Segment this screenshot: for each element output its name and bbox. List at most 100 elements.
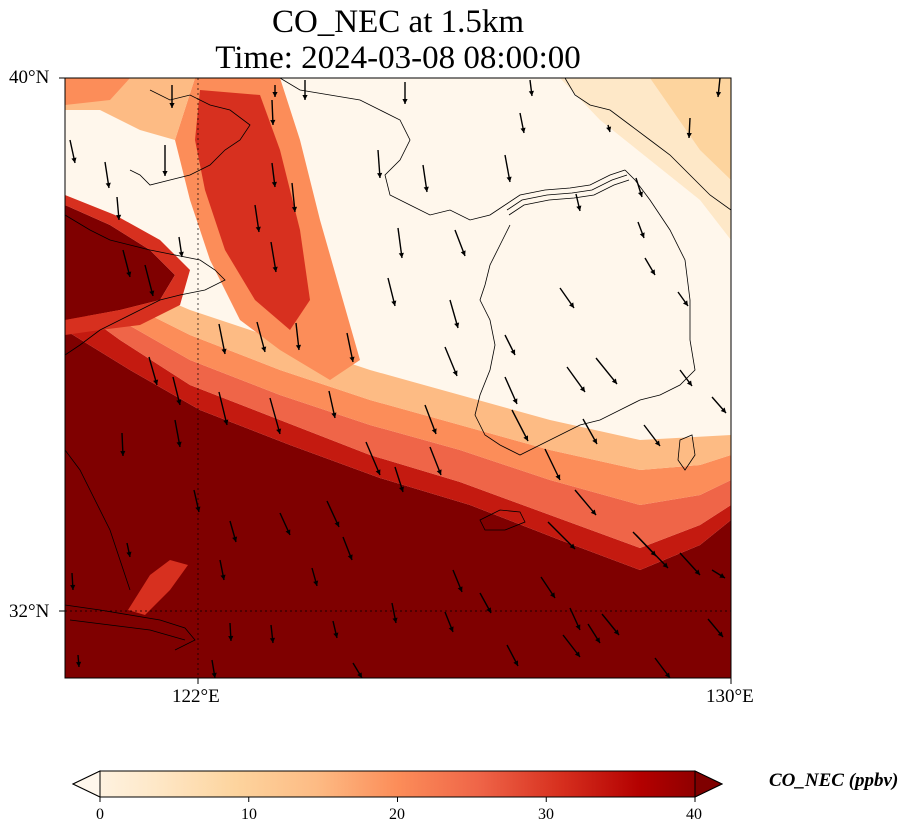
wind-arrow — [677, 291, 689, 307]
wind-arrow — [162, 145, 168, 176]
wind-arrow — [291, 182, 298, 213]
wind-arrow — [582, 418, 598, 445]
wind-arrow — [575, 193, 582, 212]
wind-arrow — [178, 236, 184, 258]
colorbar-tick-20: 20 — [389, 806, 405, 823]
wind-arrow — [454, 229, 466, 257]
wind-arrow — [219, 559, 226, 581]
wind-arrow — [269, 397, 282, 435]
wind-arrow — [394, 466, 404, 493]
wind-arrow — [311, 567, 319, 587]
wind-arrow — [256, 321, 267, 353]
wind-arrow — [115, 196, 122, 221]
wind-arrow — [569, 607, 581, 631]
wind-arrow — [686, 117, 692, 139]
wind-arrow — [587, 623, 601, 644]
wind-arrow — [211, 659, 217, 678]
wind-arrow — [679, 552, 701, 576]
wind-arrow — [422, 164, 429, 193]
wind-arrow — [635, 534, 657, 557]
wind-arrow — [679, 369, 693, 387]
wind-arrow — [711, 569, 726, 579]
wind-arrow — [346, 332, 355, 363]
wind-arrow — [75, 654, 82, 668]
coastlines — [65, 78, 731, 651]
wind-arrow — [218, 323, 227, 355]
colorbar-tick-10: 10 — [241, 806, 257, 823]
wind-arrow — [332, 620, 339, 639]
colorbar-tick-0: 0 — [96, 806, 104, 823]
wind-arrow — [174, 419, 182, 448]
wind-arrow — [377, 149, 383, 179]
wind-arrow — [528, 79, 534, 97]
colorbar-tick-40: 40 — [686, 806, 702, 823]
wind-arrow — [295, 322, 302, 351]
wind-arrow — [326, 500, 340, 528]
wind-arrow — [144, 264, 155, 297]
wind-arrow — [449, 299, 460, 329]
wind-arrow — [148, 356, 159, 386]
wind-arrow — [352, 662, 363, 678]
wind-arrow — [562, 634, 581, 658]
wind-arrow — [279, 512, 291, 536]
wind-arrow — [452, 569, 463, 593]
colorbar-tick-30: 30 — [538, 806, 554, 823]
wind-arrow — [654, 657, 671, 678]
wind-arrow — [547, 521, 576, 550]
wind-arrow — [402, 82, 408, 104]
wind-arrow — [104, 161, 111, 189]
wind-arrow — [302, 80, 308, 100]
wind-arrow — [444, 346, 458, 377]
wind-arrow — [218, 391, 229, 426]
wind-arrow — [644, 257, 656, 276]
lat-tick-40: 40°N — [9, 67, 50, 88]
wind-arrow — [328, 390, 337, 419]
wind-arrow — [229, 520, 238, 543]
lat-tick-32: 32°N — [9, 601, 50, 622]
wind-arrow — [126, 542, 132, 558]
wind-arrow — [711, 396, 727, 414]
map-subtitle: Time: 2024-03-08 08:00:00 — [215, 40, 581, 76]
map-frame — [64, 77, 732, 679]
wind-arrow — [272, 85, 278, 97]
wind-arrow — [444, 611, 454, 633]
wind-arrow — [228, 622, 234, 642]
wind-arrow — [269, 624, 276, 644]
wind-arrow — [544, 448, 561, 481]
wind-arrow — [365, 441, 381, 476]
wind-arrow — [69, 139, 77, 164]
wind-arrow — [559, 287, 575, 309]
wind-arrow — [574, 489, 597, 516]
wind-arrow — [193, 489, 201, 513]
co-concentration-field — [65, 78, 731, 678]
wind-arrow — [506, 644, 519, 667]
wind-arrow — [715, 78, 722, 98]
wind-arrow — [70, 572, 76, 591]
lon-tick-130: 130°E — [706, 686, 754, 707]
wind-arrow — [519, 112, 526, 134]
wind-arrow — [637, 221, 645, 239]
wind-vectors — [69, 78, 727, 678]
wind-arrow — [504, 334, 516, 356]
wind-arrow — [172, 376, 182, 406]
wind-arrow — [254, 204, 261, 233]
wind-arrow — [601, 613, 620, 636]
lon-tick-122: 122°E — [172, 686, 220, 707]
wind-arrow — [120, 432, 126, 457]
wind-arrow — [504, 376, 518, 405]
wind-arrow — [122, 249, 132, 278]
wind-arrow — [511, 409, 529, 442]
graticule — [65, 78, 731, 678]
map-title: CO_NEC at 1.5km — [271, 4, 525, 40]
wind-arrow — [566, 366, 586, 393]
wind-arrow — [397, 227, 404, 259]
wind-arrow — [429, 446, 442, 476]
wind-arrow — [606, 124, 612, 133]
wind-arrow — [270, 99, 276, 126]
wind-arrow — [707, 618, 724, 638]
colorbar-label: CO_NEC (ppbv) — [769, 770, 899, 791]
wind-arrow — [504, 154, 512, 183]
wind-arrow — [540, 576, 556, 599]
wind-arrow — [479, 592, 492, 614]
